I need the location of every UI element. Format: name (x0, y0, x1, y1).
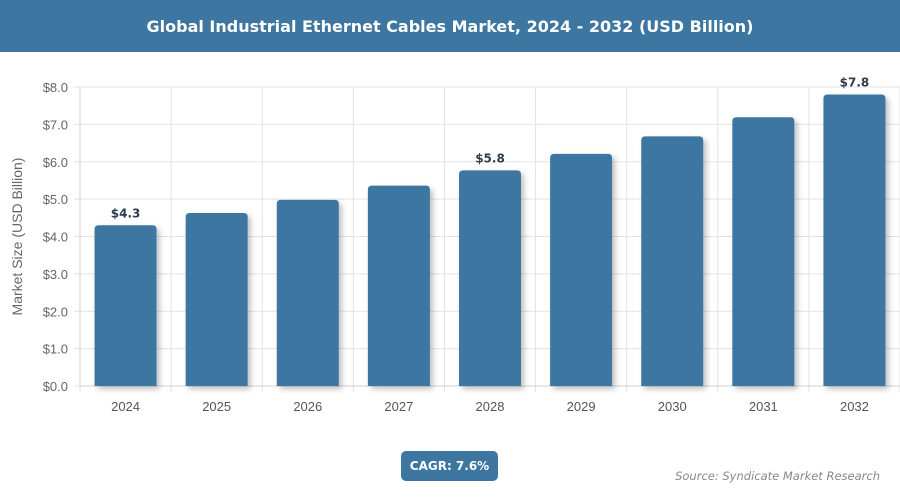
bar-2029 (550, 153, 613, 386)
bar-2032 (823, 94, 886, 386)
data-label: $7.8 (840, 75, 870, 89)
data-label: $4.3 (111, 206, 141, 220)
y-tick-label: $0.0 (43, 379, 68, 394)
y-tick-label: $3.0 (43, 267, 68, 282)
chart-title: Global Industrial Ethernet Cables Market… (146, 16, 754, 36)
x-tick-label: 2029 (567, 399, 596, 414)
bar-2025 (185, 212, 248, 386)
x-tick-label: 2026 (293, 399, 322, 414)
data-label: $5.8 (475, 151, 505, 165)
x-tick-label: 2032 (840, 399, 869, 414)
y-tick-label: $1.0 (43, 342, 68, 357)
bar-2027 (367, 185, 430, 386)
source-note: Source: Syndicate Market Research (675, 469, 880, 483)
bar-2026 (276, 199, 339, 386)
bar-2024 (94, 225, 157, 386)
x-tick-label: 2024 (111, 399, 140, 414)
chart-header: Global Industrial Ethernet Cables Market… (0, 0, 900, 52)
cagr-badge: CAGR: 7.6% (401, 451, 498, 481)
x-tick-label: 2025 (202, 399, 231, 414)
bar-2030 (641, 136, 704, 386)
y-tick-label: $2.0 (43, 304, 68, 319)
x-tick-label: 2027 (384, 399, 413, 414)
y-tick-label: $7.0 (43, 117, 68, 132)
y-tick-label: $4.0 (43, 230, 68, 245)
x-tick-label: 2031 (749, 399, 778, 414)
y-tick-label: $8.0 (43, 80, 68, 95)
y-tick-label: $5.0 (43, 192, 68, 207)
x-tick-label: 2028 (476, 399, 505, 414)
y-axis-title: Market Size (USD Billion) (9, 158, 25, 316)
x-tick-label: 2030 (658, 399, 687, 414)
bar-2028 (459, 170, 521, 386)
bar-2031 (732, 117, 795, 387)
y-tick-label: $6.0 (43, 155, 68, 170)
